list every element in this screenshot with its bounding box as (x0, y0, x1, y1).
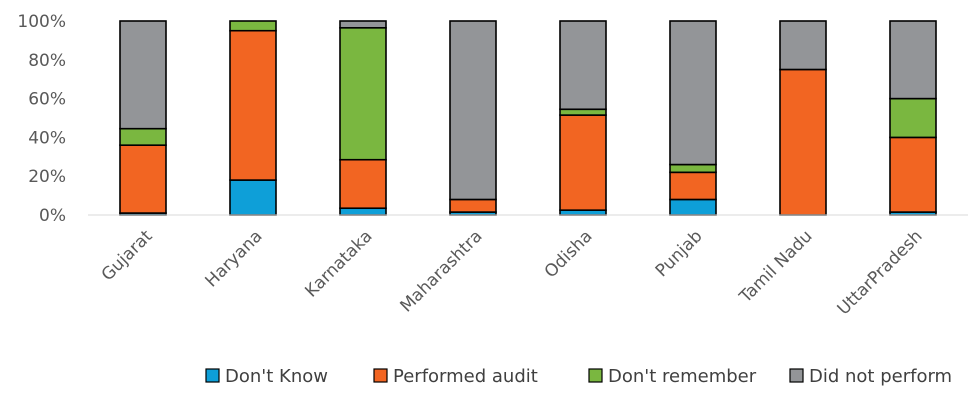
bar-segment (339, 20, 387, 29)
bar-segment (119, 127, 167, 146)
legend-label: Performed audit (393, 366, 538, 387)
bar-segment (559, 108, 607, 116)
y-tick-label: 80% (28, 51, 66, 71)
bar-segment (779, 20, 827, 71)
y-tick-label: 20% (28, 167, 66, 187)
bars (119, 20, 937, 216)
y-tick-label: 100% (17, 12, 66, 32)
y-tick-label: 0% (39, 206, 66, 226)
legend-label: Did not perform (809, 366, 952, 387)
legend-swatch (205, 368, 220, 383)
legend-swatch (789, 368, 804, 383)
bar-segment (339, 207, 387, 216)
bar-segment (229, 29, 277, 181)
bar-segment (339, 26, 387, 161)
legend-item: Performed audit (373, 366, 538, 387)
x-tick-label: Maharashtra (396, 226, 486, 316)
bar-stack (669, 20, 717, 216)
bar-stack (119, 20, 167, 216)
legend-item: Don't Know (205, 366, 328, 387)
x-tick-label: Karnataka (301, 226, 376, 301)
x-tick-label: Punjab (652, 226, 707, 281)
bar-stack (779, 20, 827, 216)
bar-stack (889, 20, 937, 216)
bar-segment (229, 179, 277, 216)
bar-segment (339, 158, 387, 210)
bar-segment (449, 20, 497, 201)
legend-label: Don't remember (608, 366, 757, 387)
x-tick-label: Tamil Nadu (735, 226, 816, 307)
y-tick-label: 40% (28, 128, 66, 148)
bar-segment (779, 68, 827, 216)
bar-stack (449, 20, 497, 216)
bar-segment (559, 20, 607, 111)
bar-stack (559, 20, 607, 216)
x-tick-label: Haryana (202, 226, 267, 291)
bar-segment (889, 20, 937, 100)
bar-stack (229, 20, 277, 216)
bar-segment (559, 114, 607, 211)
legend-swatch (373, 368, 388, 383)
legend-item: Don't remember (588, 366, 757, 387)
x-tick-label: Odisha (541, 226, 597, 282)
bar-segment (119, 20, 167, 130)
y-tick-label: 60% (28, 90, 66, 110)
y-axis: 0% 20% 40% 60% 80% 100% (17, 12, 66, 226)
bar-stack (339, 20, 387, 216)
legend-item: Did not perform (789, 366, 952, 387)
bar-segment (119, 144, 167, 214)
x-tick-label: Gujarat (98, 226, 157, 285)
bar-segment (889, 136, 937, 213)
bar-segment (449, 198, 497, 213)
bar-segment (669, 198, 717, 216)
bar-segment (669, 171, 717, 201)
x-axis-labels: Gujarat Haryana Karnataka Maharashtra Odisha… (98, 226, 927, 319)
legend-swatch (588, 368, 603, 383)
legend: Don't Know Performed audit Don't remember D… (205, 366, 952, 387)
bar-segment (229, 20, 277, 32)
x-tick-label: UttarPradesh (834, 226, 927, 319)
bar-segment (889, 97, 937, 139)
legend-label: Don't Know (225, 366, 328, 387)
bar-segment (669, 20, 717, 166)
bar-segment (669, 163, 717, 174)
